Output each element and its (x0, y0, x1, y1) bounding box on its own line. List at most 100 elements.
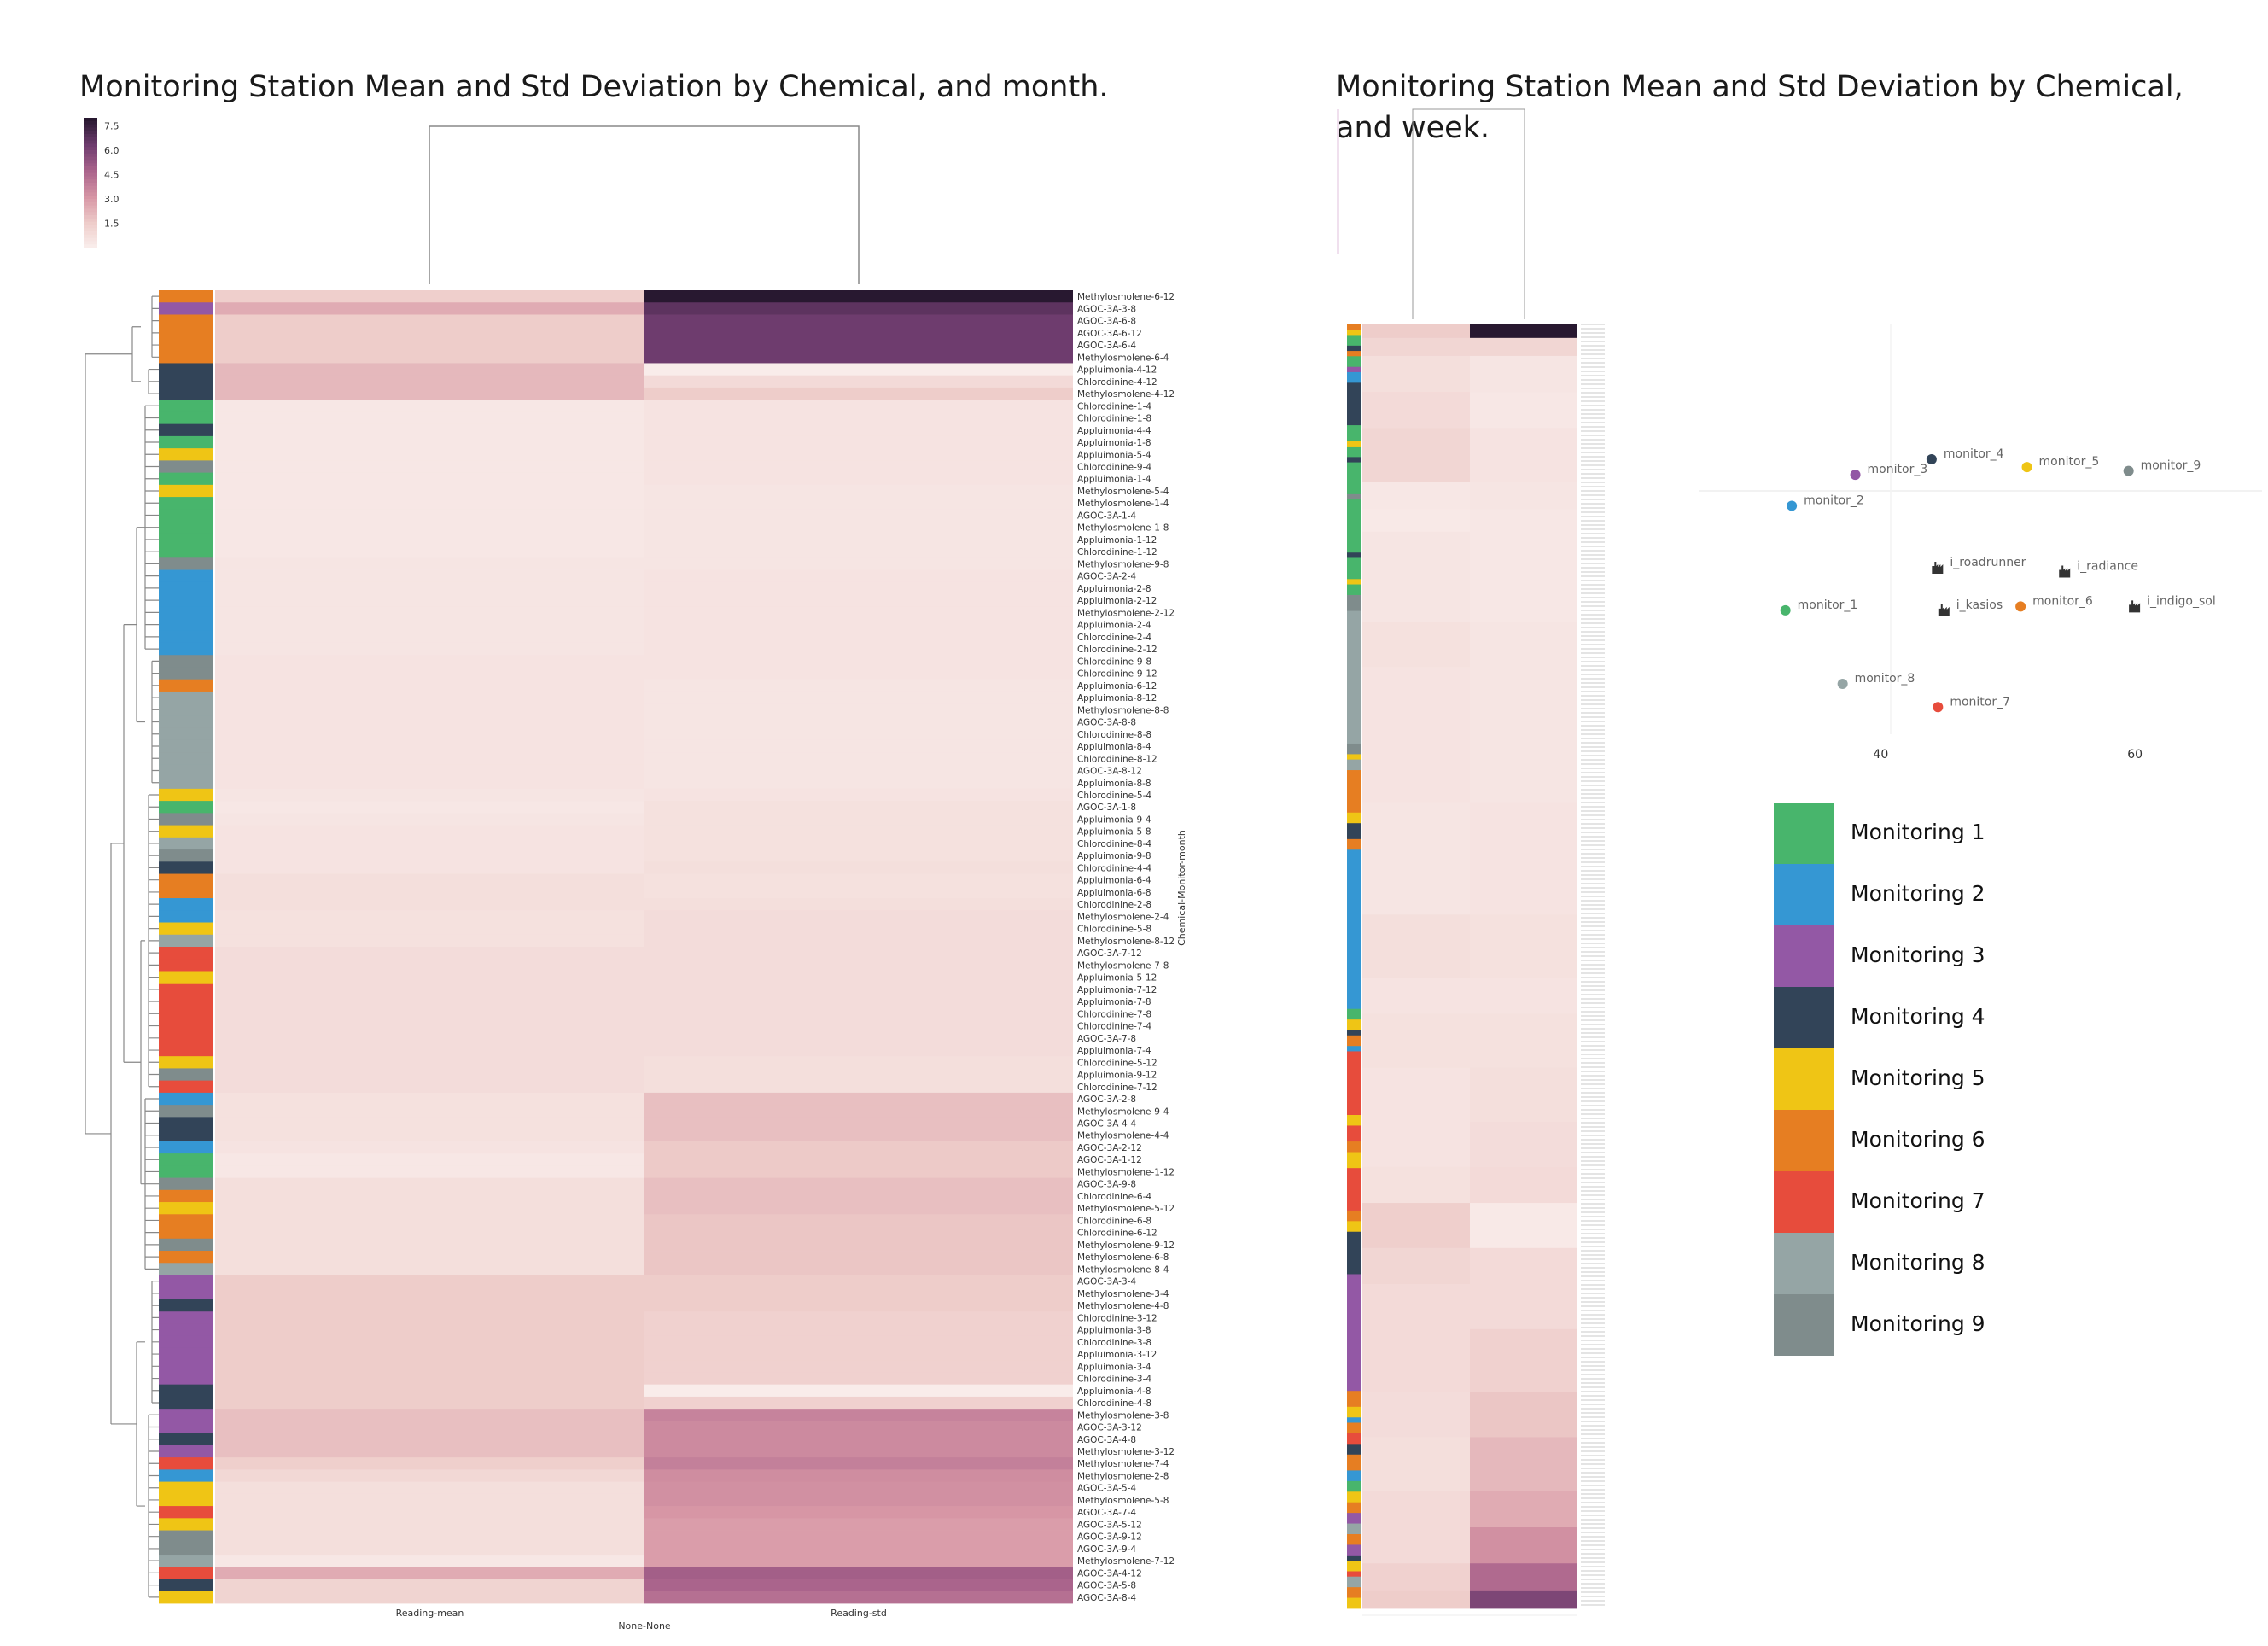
heatmap-cell-mean (215, 1153, 644, 1166)
heatmap-cell-std (644, 338, 1073, 352)
row-label: Methylosmolene-8-4 (1077, 1264, 1169, 1275)
heatmap-cell-mean (215, 630, 644, 644)
legend-label: Monitoring 2 (1851, 881, 1985, 906)
heatmap-cell-mean (1362, 1284, 1470, 1330)
row-color-cell (159, 557, 213, 570)
row-color-cell (159, 861, 213, 874)
row-label: AGOC-3A-1-12 (1077, 1155, 1142, 1165)
colorbar-cell (84, 212, 97, 216)
point-label: i_indigo_sol (2147, 594, 2216, 608)
row-color-cell (159, 1214, 213, 1227)
heatmap-cell-std (644, 1043, 1073, 1057)
row-label: Chlorodinine-6-8 (1077, 1216, 1151, 1226)
row-label: Methylosmolene-9-12 (1077, 1240, 1175, 1251)
column-dendrogram (429, 125, 860, 284)
row-color-cell (159, 472, 213, 486)
row-label: Methylosmolene-9-8 (1077, 559, 1169, 569)
factory-icon-shape (2059, 565, 2071, 578)
heatmap-cell-std (644, 412, 1073, 425)
heatmap-cell-mean (215, 788, 644, 802)
legend-label: Monitoring 6 (1851, 1127, 1985, 1152)
row-color-cell (159, 1591, 213, 1604)
row-color-cell (159, 1299, 213, 1312)
heatmap-cell-std (644, 837, 1073, 850)
row-label: Appluimonia-1-8 (1077, 438, 1151, 448)
row-color-band (1347, 351, 1361, 357)
heatmap-cell-mean (215, 618, 644, 632)
colorbar-cell (84, 225, 97, 229)
row-label: AGOC-3A-1-8 (1077, 803, 1136, 813)
row-label: Chlorodinine-1-12 (1077, 547, 1157, 557)
heatmap-cell-mean (1362, 1491, 1470, 1528)
row-color-cell (159, 326, 213, 340)
row-label: Appluimonia-8-12 (1077, 693, 1157, 703)
heatmap-cell-mean (215, 727, 644, 741)
heatmap-cell-std (1470, 509, 1577, 533)
row-color-cell (159, 1007, 213, 1020)
row-color-cell (159, 1105, 213, 1118)
heatmap-cell-std (1470, 667, 1577, 803)
heatmap-cell-std (644, 1530, 1073, 1544)
heatmap-cell-std (644, 801, 1073, 814)
row-color-cell (159, 351, 213, 364)
row-label: AGOC-3A-4-4 (1077, 1118, 1136, 1129)
heatmap-cell-mean (215, 557, 644, 570)
row-label: Chlorodinine-5-12 (1077, 1058, 1157, 1068)
heatmap-cell-mean (215, 546, 644, 558)
row-color-band (1347, 1019, 1361, 1030)
colorbar-cell (84, 172, 97, 177)
row-label: Appluimonia-6-8 (1077, 888, 1151, 898)
heatmap-cell-mean (215, 813, 644, 826)
row-color-cell (159, 1567, 213, 1579)
heatmap-cell-mean (215, 1335, 644, 1349)
row-label: Chlorodinine-1-8 (1077, 414, 1151, 424)
row-color-cell (159, 655, 213, 668)
row-label: Appluimonia-3-4 (1077, 1362, 1151, 1372)
factory-icon (1932, 562, 1944, 574)
colorbar-cell (84, 124, 97, 128)
row-label: AGOC-3A-4-12 (1077, 1568, 1142, 1579)
row-label: Methylosmolene-5-4 (1077, 487, 1169, 497)
row-color-cell (159, 1555, 213, 1567)
row-label: Methylosmolene-2-12 (1077, 608, 1175, 618)
row-color-cell (159, 1579, 213, 1592)
colorbar-cell (84, 147, 97, 151)
row-label: Methylosmolene-1-12 (1077, 1167, 1175, 1177)
heatmap-cell-mean (215, 1056, 644, 1069)
row-color-cell (159, 1311, 213, 1324)
monitor-point (2015, 601, 2026, 612)
heatmap-cell-std (644, 910, 1073, 923)
heatmap-cell-std (644, 1421, 1073, 1434)
factory-icon-shape (1938, 604, 1950, 616)
row-color-band (1347, 1555, 1361, 1561)
legend-label: Monitoring 9 (1851, 1311, 1985, 1336)
heatmap-cell-mean (215, 947, 644, 960)
row-color-cell (159, 1275, 213, 1288)
heatmap-cell-std (1470, 1122, 1577, 1168)
heatmap-cell-mean (215, 435, 644, 449)
heatmap-cell-mean (215, 1542, 644, 1556)
heatmap-cell-mean (1362, 337, 1470, 357)
row-color-cell (159, 1445, 213, 1458)
monitor-point (1933, 702, 1944, 713)
colorbar-tick-label: 4.5 (104, 170, 120, 181)
heatmap-cell-std (644, 302, 1073, 315)
row-color-band (1347, 1597, 1361, 1609)
heatmap-cell-mean (215, 971, 644, 984)
heatmap-cell-std (644, 1542, 1073, 1556)
heatmap-cell-mean (215, 1275, 644, 1288)
row-color-cell (159, 703, 213, 716)
row-color-cell (159, 1481, 213, 1495)
colorbar-cell (84, 118, 97, 122)
row-label: AGOC-3A-9-4 (1077, 1544, 1136, 1555)
heatmap-cell-mean (215, 326, 644, 340)
heatmap-cell-std (644, 995, 1073, 1008)
heatmap-cell-std (644, 1214, 1073, 1227)
row-color-band (1347, 324, 1361, 330)
row-color-cell (159, 1141, 213, 1154)
row-label: Chlorodinine-5-4 (1077, 791, 1151, 801)
x-axis-label: None-None (618, 1620, 671, 1631)
heatmap-cell-mean (215, 1518, 644, 1531)
row-label: Appluimonia-4-4 (1077, 426, 1151, 436)
row-label: Appluimonia-2-4 (1077, 621, 1151, 631)
